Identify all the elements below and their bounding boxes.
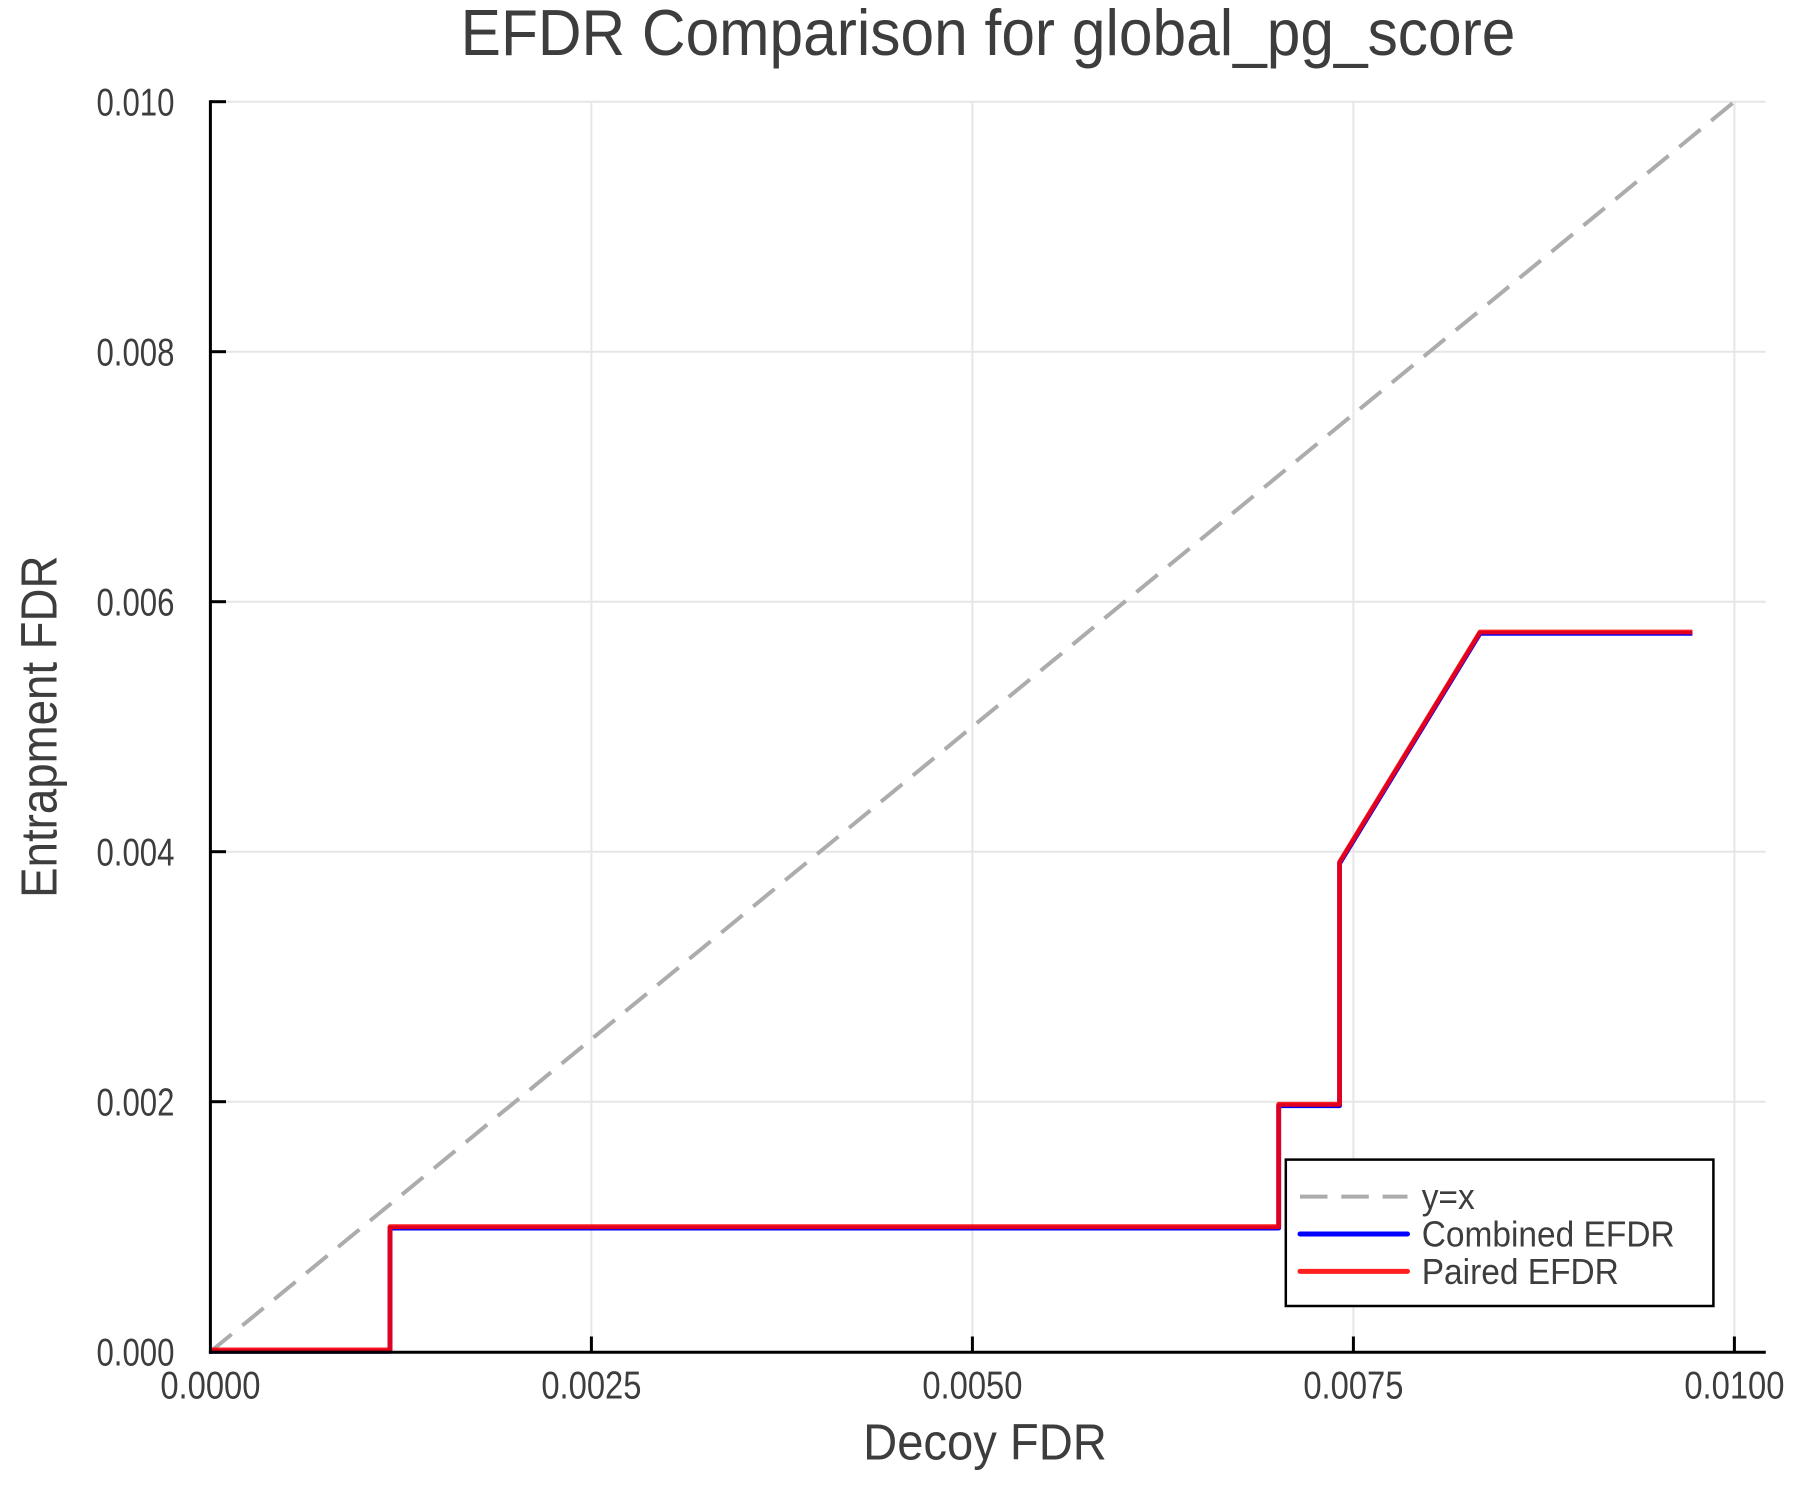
svg-text:0.002: 0.002 xyxy=(96,1081,174,1124)
svg-text:0.0050: 0.0050 xyxy=(922,1363,1022,1407)
svg-text:0.0100: 0.0100 xyxy=(1684,1363,1784,1407)
svg-text:0.004: 0.004 xyxy=(96,831,174,874)
svg-text:0.010: 0.010 xyxy=(96,81,174,124)
svg-text:0.0025: 0.0025 xyxy=(541,1363,641,1407)
svg-text:Paired EFDR: Paired EFDR xyxy=(1422,1253,1619,1292)
svg-text:0.008: 0.008 xyxy=(96,331,174,374)
svg-text:Combined EFDR: Combined EFDR xyxy=(1422,1215,1675,1254)
svg-text:0.000: 0.000 xyxy=(96,1331,174,1374)
svg-text:y=x: y=x xyxy=(1422,1178,1475,1217)
svg-text:0.0075: 0.0075 xyxy=(1303,1363,1403,1407)
svg-text:Decoy FDR: Decoy FDR xyxy=(863,1415,1107,1471)
svg-text:0.006: 0.006 xyxy=(96,581,174,624)
svg-text:Entrapment FDR: Entrapment FDR xyxy=(11,556,68,898)
svg-text:EFDR Comparison for global_pg_: EFDR Comparison for global_pg_score xyxy=(461,0,1516,69)
svg-text:0.0000: 0.0000 xyxy=(160,1363,260,1407)
